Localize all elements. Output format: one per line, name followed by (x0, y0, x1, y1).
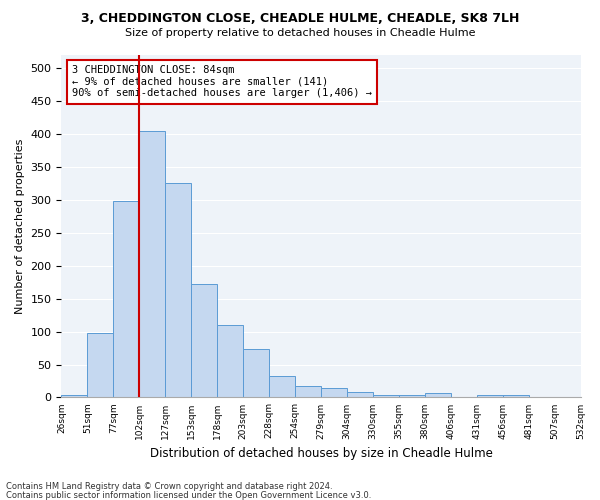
Text: Contains public sector information licensed under the Open Government Licence v3: Contains public sector information licen… (6, 490, 371, 500)
Bar (503, 396, 529, 398)
Y-axis label: Number of detached properties: Number of detached properties (15, 138, 25, 314)
Bar (191, 284, 217, 398)
Bar (88, 333, 113, 398)
Text: Size of property relative to detached houses in Cheadle Hulme: Size of property relative to detached ho… (125, 28, 475, 38)
Text: Contains HM Land Registry data © Crown copyright and database right 2024.: Contains HM Land Registry data © Crown c… (6, 482, 332, 491)
Bar (61, 395, 88, 398)
Text: 3 CHEDDINGTON CLOSE: 84sqm
← 9% of detached houses are smaller (141)
90% of semi: 3 CHEDDINGTON CLOSE: 84sqm ← 9% of detac… (72, 66, 372, 98)
Bar (529, 397, 554, 398)
Bar (165, 184, 191, 398)
Bar (476, 395, 503, 398)
Bar (451, 397, 476, 398)
Text: 3, CHEDDINGTON CLOSE, CHEADLE HULME, CHEADLE, SK8 7LH: 3, CHEDDINGTON CLOSE, CHEADLE HULME, CHE… (81, 12, 519, 24)
Bar (217, 325, 243, 398)
X-axis label: Distribution of detached houses by size in Cheadle Hulme: Distribution of detached houses by size … (149, 447, 493, 460)
Bar (321, 388, 347, 398)
Bar (425, 394, 451, 398)
Bar (269, 376, 295, 398)
Bar (295, 386, 321, 398)
Bar (243, 348, 269, 398)
Bar (373, 395, 399, 398)
Bar (399, 396, 425, 398)
Bar (113, 200, 139, 398)
Bar (347, 392, 373, 398)
Bar (139, 130, 165, 398)
